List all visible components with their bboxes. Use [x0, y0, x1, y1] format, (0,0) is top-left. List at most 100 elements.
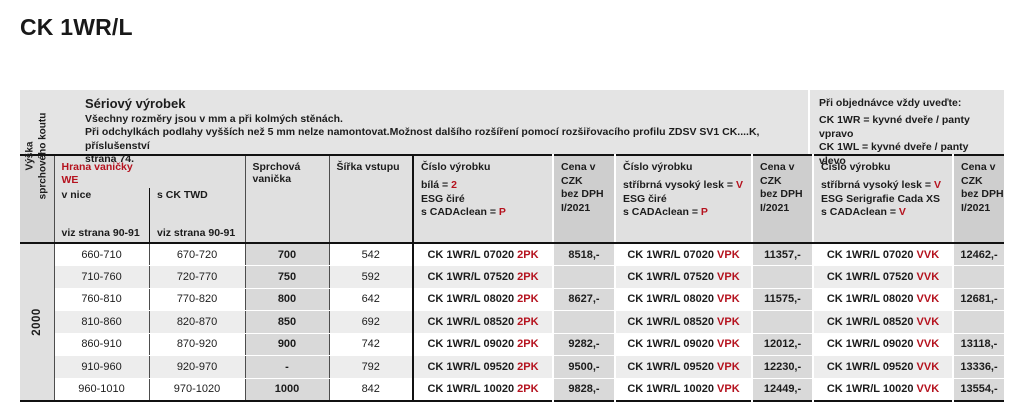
cell-price-white	[552, 310, 615, 334]
cell-product-code-serigraphy: CK 1WR/L 08020 VVK	[812, 288, 953, 311]
cell-niche-range: 910-960	[54, 355, 150, 379]
cell-product-code-white: CK 1WR/L 08520 2PK	[412, 310, 553, 334]
cell-niche-range: 960-1010	[54, 378, 150, 401]
cell-entry-width: 792	[329, 355, 413, 379]
cell-entry-width: 692	[329, 310, 413, 334]
cell-price-white: 9500,-	[552, 355, 615, 379]
table-header-row: Výška sprchového koutu Hrana vaničky WE …	[20, 113, 1004, 244]
header-shower-tray: Sprchová vanička	[245, 155, 330, 244]
cell-tray-width: 900	[245, 333, 330, 356]
cell-price-serigraphy: 13118,-	[952, 333, 1004, 356]
cell-entry-width: 642	[329, 288, 413, 311]
table-row: 710-760 720-770 750 592 CK 1WR/L 07520 2…	[20, 265, 1004, 289]
cell-price-silver: 11357,-	[751, 243, 813, 266]
cell-product-code-white: CK 1WR/L 07520 2PK	[412, 265, 553, 289]
table-row: 2000 660-710 670-720 700 542 CK 1WR/L 07…	[20, 243, 1004, 401]
series-product-notes: Sériový výrobek Všechny rozměry jsou v m…	[85, 96, 805, 167]
cell-price-serigraphy	[952, 265, 1004, 289]
header-entry-width: Šířka vstupu	[329, 155, 414, 244]
note-dimensions: Všechny rozměry jsou v mm a při kolmých …	[85, 113, 343, 125]
cell-twd-range: 720-770	[149, 265, 246, 289]
cell-product-code-silver: CK 1WR/L 09020 VPK	[614, 333, 752, 356]
cell-twd-range: 970-1020	[149, 378, 246, 401]
cell-twd-range: 820-870	[149, 310, 246, 334]
cell-price-silver: 12449,-	[751, 378, 813, 401]
cell-twd-range: 870-920	[149, 333, 246, 356]
page-title: CK 1WR/L	[20, 14, 133, 40]
cell-tray-width: 800	[245, 288, 330, 311]
cell-niche-range: 760-810	[54, 288, 150, 311]
cell-twd-range: 770-820	[149, 288, 246, 311]
table-row: 910-960 920-970 - 792 CK 1WR/L 09520 2PK…	[20, 355, 1004, 379]
header-price-silver: Cena v CZK bez DPH I/2021	[751, 155, 813, 244]
cell-price-white: 8627,-	[552, 288, 615, 311]
cell-twd-range: 670-720	[149, 243, 246, 266]
cell-price-serigraphy: 12681,-	[952, 288, 1004, 311]
cell-entry-width: 842	[329, 378, 413, 401]
ordering-note-panel: Při objednávce vždy uveďte: CK 1WR = kyv…	[808, 90, 1004, 167]
cell-price-white: 8518,-	[552, 243, 615, 266]
header-niche-subcolumn: v nice viz strana 90-91	[55, 188, 150, 242]
cell-tray-width: 1000	[245, 378, 330, 401]
table-row: 860-910 870-920 900 742 CK 1WR/L 09020 2…	[20, 333, 1004, 356]
cell-product-code-white: CK 1WR/L 10020 2PK	[412, 378, 553, 401]
table-row: 810-860 820-870 850 692 CK 1WR/L 08520 2…	[20, 310, 1004, 334]
cell-product-code-white: CK 1WR/L 09020 2PK	[412, 333, 553, 356]
cell-product-code-silver: CK 1WR/L 07020 VPK	[614, 243, 752, 266]
cell-entry-width: 742	[329, 333, 413, 356]
table-row: 960-1010 970-1020 1000 842 CK 1WR/L 1002…	[20, 378, 1004, 401]
cell-tray-width: 750	[245, 265, 330, 289]
cell-price-white: 9282,-	[552, 333, 615, 356]
cell-tray-width: 850	[245, 310, 330, 334]
see-page-ref: viz strana 90-91	[61, 227, 140, 239]
cell-price-serigraphy	[952, 310, 1004, 334]
cell-entry-width: 542	[329, 243, 413, 266]
note-page-ref: strana 74.	[85, 153, 135, 166]
see-page-ref: viz strana 90-91	[157, 227, 236, 239]
cell-product-code-serigraphy: CK 1WR/L 10020 VVK	[812, 378, 953, 401]
cell-product-code-silver: CK 1WR/L 08520 VPK	[614, 310, 752, 334]
header-price-white: Cena v CZK bez DPH I/2021	[552, 155, 615, 244]
ordering-note-left-variant: CK 1WL = kyvné dveře / panty vlevo	[819, 141, 969, 167]
tray-edge-title: Hrana vaničky WE	[61, 161, 133, 187]
header-twd-subcolumn: s CK TWD viz strana 90-91	[149, 188, 245, 242]
cell-price-silver	[751, 265, 813, 289]
ordering-note-right-variant: CK 1WR = kyvné dveře / panty vpravo	[819, 114, 970, 140]
cell-product-code-white: CK 1WR/L 08020 2PK	[412, 288, 553, 311]
note-floor-tolerance: Při odchylkách podlahy vyšších než 5 mm …	[85, 126, 760, 152]
product-table: Výška sprchového koutu Hrana vaničky WE …	[20, 113, 1004, 402]
cell-product-code-white: CK 1WR/L 09520 2PK	[412, 355, 553, 379]
header-product-number-white: Číslo výrobku bílá = 2 ESG čiré s CADAcl…	[412, 155, 553, 244]
header-product-number-silver: Číslo výrobku stříbrná vysoký lesk = V E…	[614, 155, 752, 244]
cell-niche-range: 660-710	[54, 243, 150, 266]
header-tray-edge: Hrana vaničky WE v nice viz strana 90-91…	[54, 155, 246, 244]
cell-product-code-serigraphy: CK 1WR/L 07520 VVK	[812, 265, 953, 289]
cell-tray-width: 700	[245, 243, 330, 266]
cell-niche-range: 710-760	[54, 265, 150, 289]
cell-price-silver: 12230,-	[751, 355, 813, 379]
cell-product-code-serigraphy: CK 1WR/L 07020 VVK	[812, 243, 953, 266]
cell-price-silver: 12012,-	[751, 333, 813, 356]
cell-product-code-silver: CK 1WR/L 10020 VPK	[614, 378, 752, 401]
cell-product-code-white: CK 1WR/L 07020 2PK	[412, 243, 553, 266]
series-product-title: Sériový výrobek	[85, 96, 186, 111]
cell-product-code-serigraphy: CK 1WR/L 09520 VVK	[812, 355, 953, 379]
cell-product-code-serigraphy: CK 1WR/L 08520 VVK	[812, 310, 953, 334]
ordering-note-title: Při objednávce vždy uveďte:	[819, 97, 962, 109]
cell-product-code-silver: CK 1WR/L 09520 VPK	[614, 355, 752, 379]
cell-entry-width: 592	[329, 265, 413, 289]
info-panel: Sériový výrobek Všechny rozměry jsou v m…	[20, 90, 1004, 167]
cell-niche-range: 860-910	[54, 333, 150, 356]
cell-price-white: 9828,-	[552, 378, 615, 401]
cell-price-white	[552, 265, 615, 289]
height-group-cell: 2000	[20, 243, 55, 401]
cell-price-serigraphy: 13336,-	[952, 355, 1004, 379]
cell-niche-range: 810-860	[54, 310, 150, 334]
cell-price-serigraphy: 12462,-	[952, 243, 1004, 266]
cell-price-silver: 11575,-	[751, 288, 813, 311]
cell-product-code-silver: CK 1WR/L 08020 VPK	[614, 288, 752, 311]
cell-tray-width: -	[245, 355, 330, 379]
table-row: 760-810 770-820 800 642 CK 1WR/L 08020 2…	[20, 288, 1004, 311]
cell-product-code-serigraphy: CK 1WR/L 09020 VVK	[812, 333, 953, 356]
